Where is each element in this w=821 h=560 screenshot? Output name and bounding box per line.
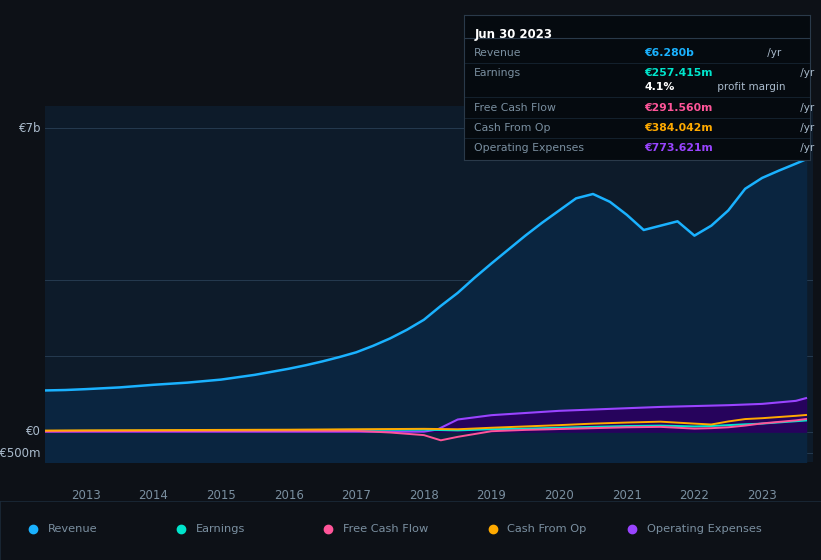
Text: /yr: /yr	[764, 48, 781, 58]
Text: €773.621m: €773.621m	[644, 143, 713, 153]
Text: €257.415m: €257.415m	[644, 68, 713, 78]
Text: Revenue: Revenue	[48, 524, 97, 534]
Text: €7b: €7b	[19, 122, 41, 134]
Text: 4.1%: 4.1%	[644, 82, 674, 92]
Text: -€500m: -€500m	[0, 447, 41, 460]
Text: Free Cash Flow: Free Cash Flow	[343, 524, 429, 534]
Text: profit margin: profit margin	[714, 82, 786, 92]
Text: 2021: 2021	[612, 489, 642, 502]
Text: 2019: 2019	[477, 489, 507, 502]
Text: 2018: 2018	[409, 489, 438, 502]
Text: Operating Expenses: Operating Expenses	[475, 143, 585, 153]
Text: 2016: 2016	[273, 489, 304, 502]
Text: €6.280b: €6.280b	[644, 48, 694, 58]
Text: Revenue: Revenue	[475, 48, 522, 58]
Text: 2015: 2015	[206, 489, 236, 502]
Text: /yr: /yr	[797, 143, 814, 153]
Text: €291.560m: €291.560m	[644, 102, 713, 113]
Text: 2020: 2020	[544, 489, 574, 502]
Text: Earnings: Earnings	[475, 68, 521, 78]
Text: Operating Expenses: Operating Expenses	[647, 524, 762, 534]
Text: €0: €0	[26, 425, 41, 438]
Text: /yr: /yr	[797, 102, 814, 113]
Text: 2023: 2023	[747, 489, 777, 502]
Text: €384.042m: €384.042m	[644, 123, 713, 133]
Text: Jun 30 2023: Jun 30 2023	[475, 28, 553, 41]
Text: /yr: /yr	[797, 68, 814, 78]
Text: 2014: 2014	[139, 489, 168, 502]
Text: Earnings: Earnings	[195, 524, 245, 534]
Text: /yr: /yr	[797, 123, 814, 133]
Text: 2022: 2022	[680, 489, 709, 502]
Text: Free Cash Flow: Free Cash Flow	[475, 102, 556, 113]
Text: Cash From Op: Cash From Op	[475, 123, 551, 133]
Text: 2017: 2017	[342, 489, 371, 502]
Text: 2013: 2013	[71, 489, 101, 502]
Text: Cash From Op: Cash From Op	[507, 524, 587, 534]
